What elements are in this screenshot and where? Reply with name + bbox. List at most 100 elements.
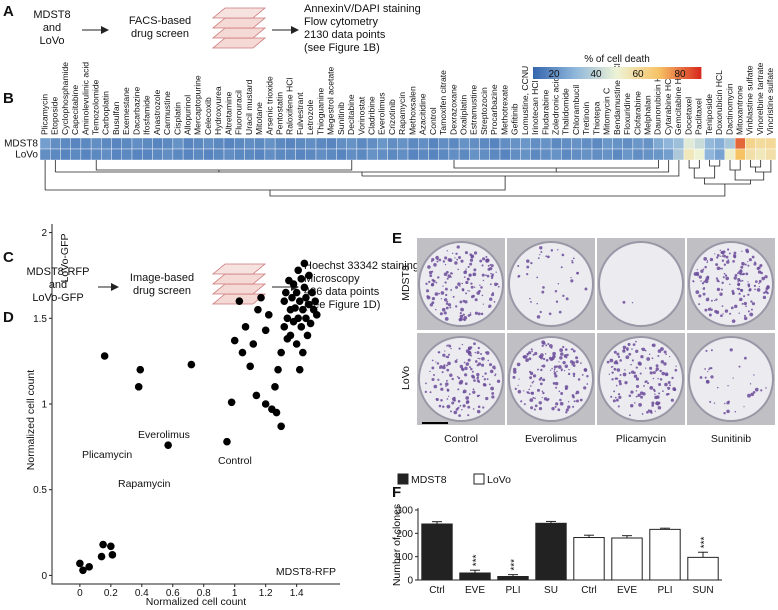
colony [758,282,760,285]
heatmap-cell [642,137,654,150]
colony [490,275,494,278]
colony [764,290,768,294]
heatmap-cell [121,148,133,161]
point [300,283,309,292]
colony [747,310,750,313]
colony [446,355,450,359]
colorbar-swatch [677,67,680,79]
x-title: MDST8-RFP [276,566,336,578]
heatmap-cell [80,148,92,161]
point [282,288,290,297]
colony [532,396,535,399]
colony [618,379,622,383]
colony [482,279,485,282]
colony [536,388,541,392]
colorbar-title: % of cell death [584,54,650,65]
colony [537,257,540,260]
colony [760,389,763,392]
colony [517,384,519,386]
drug-label: Vinblastine sulfate [745,65,755,135]
colony [461,288,465,291]
colorbar-swatch [615,67,618,79]
heatmap-cell [172,137,184,150]
heatmap-cell [479,137,490,150]
drug-label: Capecitabine [70,85,80,135]
colony [550,249,554,252]
row-label: LoVo [400,366,412,390]
colony [467,414,470,417]
colony [723,272,726,275]
colony [464,300,468,304]
colony [669,384,671,387]
colony [736,287,739,290]
heatmap-cell [581,137,593,150]
colony [469,258,474,262]
colorbar-swatch [623,67,626,79]
colony [472,408,475,410]
colony [534,404,538,408]
colony [491,391,495,395]
colony [641,347,646,352]
colony [724,402,726,405]
colony [696,269,698,271]
drug-label: Decitabine [346,94,356,135]
colorbar-swatch [577,67,580,79]
colony [552,351,556,356]
colony [707,297,709,299]
colony [733,255,737,259]
colony [614,396,617,399]
colony [622,300,626,304]
colorbar-swatch [601,67,604,79]
colony [635,395,638,398]
colony [455,407,459,411]
colony [545,255,548,258]
colony [534,351,538,356]
colony [436,362,440,365]
colony [496,379,501,383]
colorbar-swatch [545,67,548,79]
colorbar-swatch [655,67,658,79]
colony [460,259,464,263]
colony [612,399,616,403]
colony [442,365,446,370]
colorbar-tick: 20 [548,69,560,80]
colony [577,378,581,381]
drug-label: Megestrol acetate [326,66,336,135]
heatmap-cell [244,137,255,150]
colony [450,276,452,278]
colony [486,274,490,278]
colony [635,366,638,369]
significance: *** [510,559,521,571]
heatmap-cell [418,148,429,161]
colony [431,270,434,273]
colony [485,258,490,263]
colony [708,367,711,370]
heatmap-cell [356,148,368,161]
colony [481,273,485,277]
heatmap-cell [274,137,286,150]
colony [447,303,452,307]
colony [461,368,465,372]
colony [474,298,478,302]
colony [548,356,552,360]
colony [448,353,451,356]
drug-label: Tretinoin [581,102,591,135]
heatmap-cell [694,137,705,150]
colony [564,348,568,351]
drug-label: Gemcitabine HCl [673,70,683,135]
colony [531,350,533,353]
colony [738,312,740,314]
colony [575,399,579,403]
colony [465,292,468,295]
colony [477,346,480,350]
colony [488,383,491,386]
colony [463,270,467,275]
heatmap-cell [397,148,409,161]
y-title: LoVo-GFP [59,233,71,282]
x-tick-label: EVE [465,585,485,596]
colony [482,406,485,409]
colony [462,313,465,316]
colony [557,408,561,412]
colony [539,382,543,386]
